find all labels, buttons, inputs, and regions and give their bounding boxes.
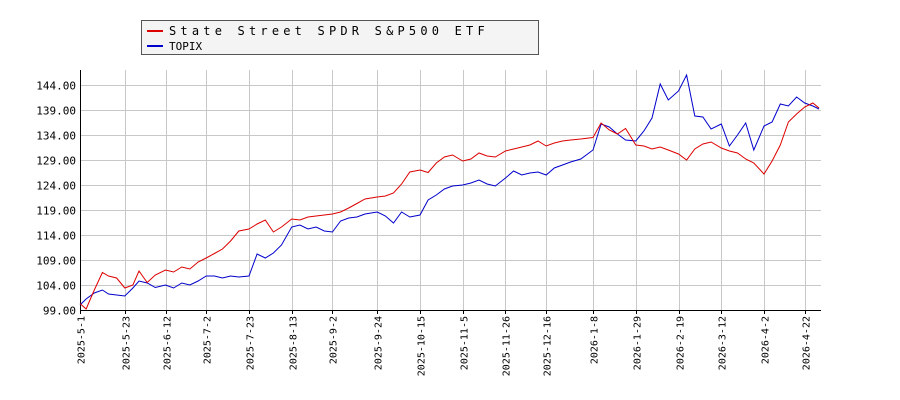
y-tick-label: 109.00 — [36, 255, 76, 268]
x-tick-label: 2025-8-13 — [289, 316, 300, 370]
series-line-spdr — [79, 102, 820, 310]
x-tick-label: 2025-9-24 — [374, 316, 385, 370]
x-tick-label: 2025-5-23 — [122, 316, 133, 370]
x-tick-label: 2025-7-2 — [203, 316, 214, 364]
x-tick-label: 2025-11-26 — [502, 316, 513, 376]
legend-label-spdr: State Street SPDR S&P500 ETF — [169, 24, 489, 38]
legend-item-topix: TOPIX — [142, 38, 202, 54]
x-tick-label: 2025-6-12 — [163, 316, 174, 370]
x-tick-label: 2025-11-5 — [460, 316, 471, 370]
x-tick-label: 2025-7-23 — [246, 316, 257, 370]
chart-axes — [80, 70, 821, 314]
y-tick-label: 139.00 — [36, 105, 76, 118]
y-tick-label: 134.00 — [36, 130, 76, 143]
legend-label-topix: TOPIX — [169, 39, 203, 53]
x-tick-label: 2025-9-2 — [329, 316, 340, 364]
x-tick-label: 2025-12-16 — [543, 316, 554, 376]
x-tick-label: 2026-4-2 — [761, 316, 772, 364]
y-tick-label: 129.00 — [36, 155, 76, 168]
x-tick-label: 2025-5-1 — [77, 316, 88, 364]
chart-series-layer — [79, 73, 820, 310]
y-tick-label: 119.00 — [36, 205, 76, 218]
x-tick-label: 2026-1-29 — [633, 316, 644, 370]
x-tick-label: 2026-1-8 — [590, 316, 601, 364]
legend-item-spdr: State Street SPDR S&P500 ETF — [142, 23, 489, 39]
chart-legend: State Street SPDR S&P500 ETF TOPIX — [141, 20, 539, 55]
legend-swatch-spdr — [147, 30, 163, 32]
y-tick-label: 104.00 — [36, 280, 76, 293]
x-tick-label: 2026-3-12 — [718, 316, 729, 370]
y-tick-label: 99.00 — [43, 305, 76, 318]
y-tick-label: 124.00 — [36, 180, 76, 193]
y-tick-label: 114.00 — [36, 230, 76, 243]
x-tick-label: 2026-2-19 — [676, 316, 687, 370]
x-tick-label: 2025-10-15 — [417, 316, 428, 376]
series-line-topix — [79, 73, 820, 306]
chart-grid — [80, 70, 821, 311]
legend-swatch-topix — [147, 45, 163, 47]
x-tick-label: 2026-4-22 — [802, 316, 813, 370]
chart-tick-labels: 99.00 104.00 109.00 114.00 119.00 124.00 129.0… — [36, 80, 812, 377]
y-tick-label: 144.00 — [36, 80, 76, 93]
